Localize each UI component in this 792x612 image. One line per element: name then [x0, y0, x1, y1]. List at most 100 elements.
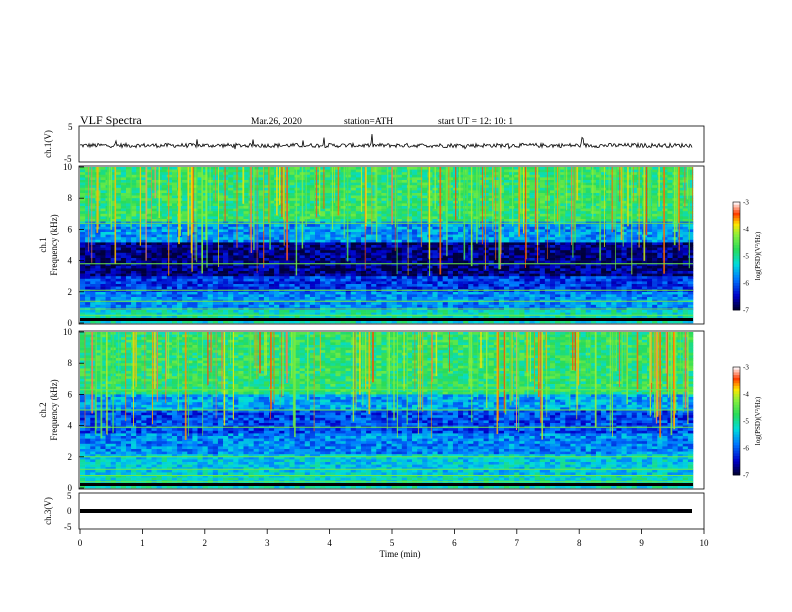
date-label: Mar.26, 2020	[251, 117, 302, 127]
colorbar-tick-label: -4	[743, 391, 749, 399]
spec-ytick-label: 6	[68, 389, 73, 399]
colorbar-swatch	[733, 472, 740, 476]
colorbar-frame	[732, 201, 741, 311]
colorbar-swatch	[733, 437, 740, 441]
ch1-ylabel: ch.1(V)	[43, 130, 53, 158]
x-tick-label: 6	[452, 538, 457, 548]
colorbar-tick-label: -5	[743, 418, 749, 426]
colorbar-swatch	[733, 301, 740, 305]
colorbar-swatch	[733, 469, 740, 473]
colorbar-swatch	[733, 410, 740, 414]
colorbar-swatch	[733, 242, 740, 246]
colorbar-swatch	[733, 266, 740, 270]
ch3-ylabel: ch.3(V)	[43, 497, 53, 525]
colorbar-swatch	[733, 210, 740, 214]
colorbar-swatch	[733, 412, 740, 416]
spec-ytick-label: 10	[63, 162, 73, 172]
x-tick-label: 2	[203, 538, 208, 548]
spec-ytick-label: 2	[68, 452, 73, 462]
colorbar-swatch	[733, 429, 740, 433]
colorbar-swatch	[733, 283, 740, 287]
colorbar-swatch	[733, 399, 740, 403]
colorbar-swatch	[733, 245, 740, 249]
spec-ytick-label: 8	[68, 358, 73, 368]
station-label: station=ATH	[344, 117, 393, 127]
ch1-waveform-panel: 5 -5 ch.1(V)	[43, 122, 705, 164]
x-tick-label: 9	[639, 538, 644, 548]
colorbar-swatch	[733, 426, 740, 430]
colorbar-swatch	[733, 461, 740, 465]
colorbar-swatch	[733, 383, 740, 387]
colorbar-swatch	[733, 261, 740, 265]
colorbar-label: log(PSD)(V²/Hz)	[754, 231, 762, 280]
spec-ytick-label: 10	[63, 327, 73, 337]
colorbar-swatch	[733, 450, 740, 454]
colorbar-swatch	[733, 212, 740, 216]
colorbar-swatch	[733, 304, 740, 308]
colorbar-swatch	[733, 367, 740, 371]
colorbar-swatch	[733, 226, 740, 230]
colorbar-swatch	[733, 418, 740, 422]
colorbar-swatch	[733, 293, 740, 297]
x-tick-label: 10	[700, 538, 710, 548]
colorbar-swatch	[733, 237, 740, 241]
x-tick-label: 7	[515, 538, 520, 548]
colorbar-tick-label: -6	[743, 280, 749, 288]
colorbar-swatch	[733, 464, 740, 468]
x-axis-label: Time (min)	[380, 549, 421, 559]
colorbar-swatch	[733, 456, 740, 460]
colorbar-swatch	[733, 223, 740, 227]
x-tick-label: 0	[78, 538, 83, 548]
colorbar-swatch	[733, 269, 740, 273]
ch3-ytick-bottom: -5	[64, 522, 72, 532]
spec-ytick-label: 0	[68, 483, 73, 493]
colorbar-swatch	[733, 377, 740, 381]
colorbar-swatch	[733, 402, 740, 406]
colorbar-swatch	[733, 458, 740, 462]
colorbar-swatch	[733, 391, 740, 395]
colorbar-tick-label: -3	[743, 199, 749, 207]
colorbar-swatch	[733, 239, 740, 243]
ch1-colorbar: -3 -4 -5 -6 -7 log(PSD)(V²/Hz)	[732, 199, 762, 315]
start-time-label: start UT = 12: 10: 1	[438, 117, 513, 127]
x-tick-label: 8	[577, 538, 582, 548]
ch1-spec-ylabel-bottom: Frequency (kHz)	[49, 214, 59, 275]
colorbar-swatch	[733, 394, 740, 398]
colorbar-swatch	[733, 375, 740, 379]
figure-title: VLF Spectra	[80, 113, 142, 127]
ch2-spec-ylabel-bottom: Frequency (kHz)	[49, 379, 59, 440]
colorbar-swatch	[733, 288, 740, 292]
colorbar-swatch	[733, 404, 740, 408]
ch1-spectrogram-image	[80, 167, 694, 324]
colorbar-swatch	[733, 453, 740, 457]
ch3-ytick-mid: 0	[67, 506, 72, 516]
colorbar-tick-label: -3	[743, 364, 749, 372]
ch2-spec-ylabel-top: ch.2	[38, 402, 48, 417]
ch2-colorbar: -3 -4 -5 -6 -7 log(PSD)(V²/Hz)	[732, 364, 762, 480]
colorbar-tick-label: -7	[743, 307, 749, 315]
colorbar-tick-label: -5	[743, 253, 749, 261]
colorbar-swatch	[733, 388, 740, 392]
colorbar-swatch	[733, 264, 740, 268]
colorbar-swatch	[733, 415, 740, 419]
ch1-ytick-top: 5	[68, 122, 73, 132]
colorbar-swatch	[733, 442, 740, 446]
colorbar-swatch	[733, 431, 740, 435]
colorbar-swatch	[733, 234, 740, 238]
x-tick-label: 3	[265, 538, 270, 548]
colorbar-swatch	[733, 439, 740, 443]
colorbar-swatch	[733, 256, 740, 260]
colorbar-swatch	[733, 258, 740, 262]
ch1-ytick-bottom: -5	[64, 154, 72, 164]
ch3-waveform-panel: 5 0 -5 ch.3(V) 0 1 2 3 4 5 6 7 8 9 10 Time (min)	[43, 491, 709, 559]
colorbar-swatch	[733, 307, 740, 311]
colorbar-swatch	[733, 204, 740, 208]
colorbar-swatch	[733, 434, 740, 438]
colorbar-swatch	[733, 380, 740, 384]
spec-ytick-label: 2	[68, 287, 73, 297]
colorbar-swatch	[733, 202, 740, 206]
ch1-spectrogram-panel: ch.1 Frequency (kHz) 0 2 4 6 8 10	[38, 162, 705, 328]
colorbar-swatch	[733, 396, 740, 400]
colorbar-swatch	[733, 272, 740, 276]
